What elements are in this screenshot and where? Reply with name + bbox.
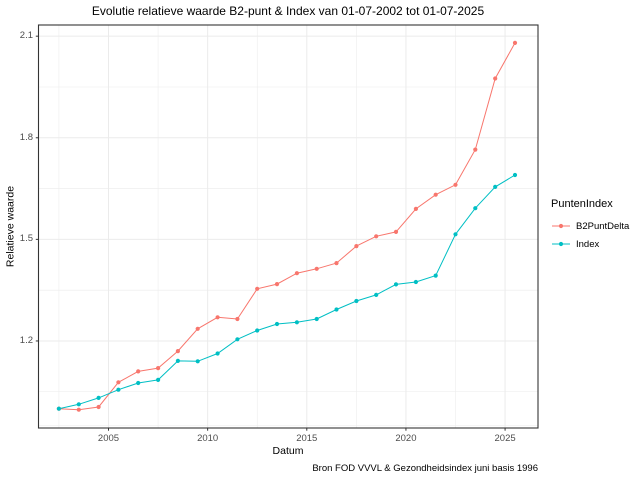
data-point-index [433,273,438,278]
series-line-b2puntdelta [58,42,516,411]
legend-entry-label: Index [576,238,600,250]
y-axis-title: Relatieve waarde [4,185,17,268]
data-point-index [96,395,101,400]
y-tick-label: 2.1 [19,30,33,42]
y-tick-label: 1.2 [19,334,33,346]
data-point-b2puntdelta [215,315,220,320]
data-point-b2puntdelta [156,366,161,371]
data-point-index [136,380,141,386]
x-axis-title: Datum [272,445,304,457]
legend-key-point [558,241,564,247]
data-point-index [175,358,180,363]
data-point-b2puntdelta [175,349,180,354]
data-point-index [156,377,161,382]
x-tick-label: 2025 [494,433,516,444]
y-tick-label: 1.5 [19,233,33,245]
x-tick-label: 2010 [197,433,219,444]
data-point-index [56,406,62,411]
legend-entry-label: B2PuntDelta [576,220,630,232]
data-point-index [334,307,339,312]
legend-key-icon [552,223,570,229]
data-point-index [453,232,458,237]
data-point-b2puntdelta [314,266,319,271]
series-line-index [58,174,516,410]
legend-entry-b2puntdelta: B2PuntDelta [551,217,629,235]
x-tick-label: 2020 [395,433,417,444]
data-point-index [116,387,121,392]
data-point-index [76,402,81,407]
y-tick-label: 1.8 [19,131,33,143]
data-point-b2puntdelta [294,271,299,276]
data-point-b2puntdelta [354,244,359,249]
x-tick-label: 2005 [97,433,120,444]
legend-key-icon [552,241,570,247]
data-point-index [473,206,478,211]
data-point-b2puntdelta [235,316,240,322]
data-point-index [314,316,319,322]
legend-entries: B2PuntDelta Index [551,217,629,253]
data-point-b2puntdelta [413,206,418,211]
data-point-index [413,279,418,285]
data-point-b2puntdelta [393,229,399,234]
data-point-index [235,337,240,342]
data-point-b2puntdelta [255,286,260,291]
panel-border [37,24,539,429]
data-point-b2puntdelta [136,369,141,374]
data-point-index [195,359,200,364]
data-point-b2puntdelta [493,76,498,81]
data-point-b2puntdelta [274,282,280,287]
data-point-index [493,184,498,189]
data-point-index [374,292,379,297]
x-tick-label: 2015 [296,433,318,444]
data-point-index [215,351,220,356]
data-point-b2puntdelta [433,192,438,197]
legend-entry-index: Index [551,235,629,253]
chart-caption: Bron FOD VVVL & Gezondheidsindex juni ba… [312,463,538,474]
legend-key-point [558,223,564,229]
data-point-b2puntdelta [512,40,518,46]
data-point-index [274,321,280,327]
data-point-b2puntdelta [473,147,478,152]
data-point-b2puntdelta [453,182,458,187]
legend: PuntenIndex B2PuntDelta Index [551,198,629,253]
data-point-index [294,320,299,325]
data-point-index [255,328,260,333]
data-point-b2puntdelta [334,261,339,266]
data-point-index [512,172,518,178]
data-point-b2puntdelta [195,326,200,331]
data-point-b2puntdelta [76,407,81,412]
chart-title: Evolutie relatieve waarde B2-punt & Inde… [91,4,485,18]
legend-title: PuntenIndex [551,198,613,210]
data-point-index [354,298,359,304]
data-point-index [393,282,399,287]
data-point-b2puntdelta [116,380,121,385]
data-point-b2puntdelta [96,404,101,410]
data-point-b2puntdelta [374,234,379,239]
